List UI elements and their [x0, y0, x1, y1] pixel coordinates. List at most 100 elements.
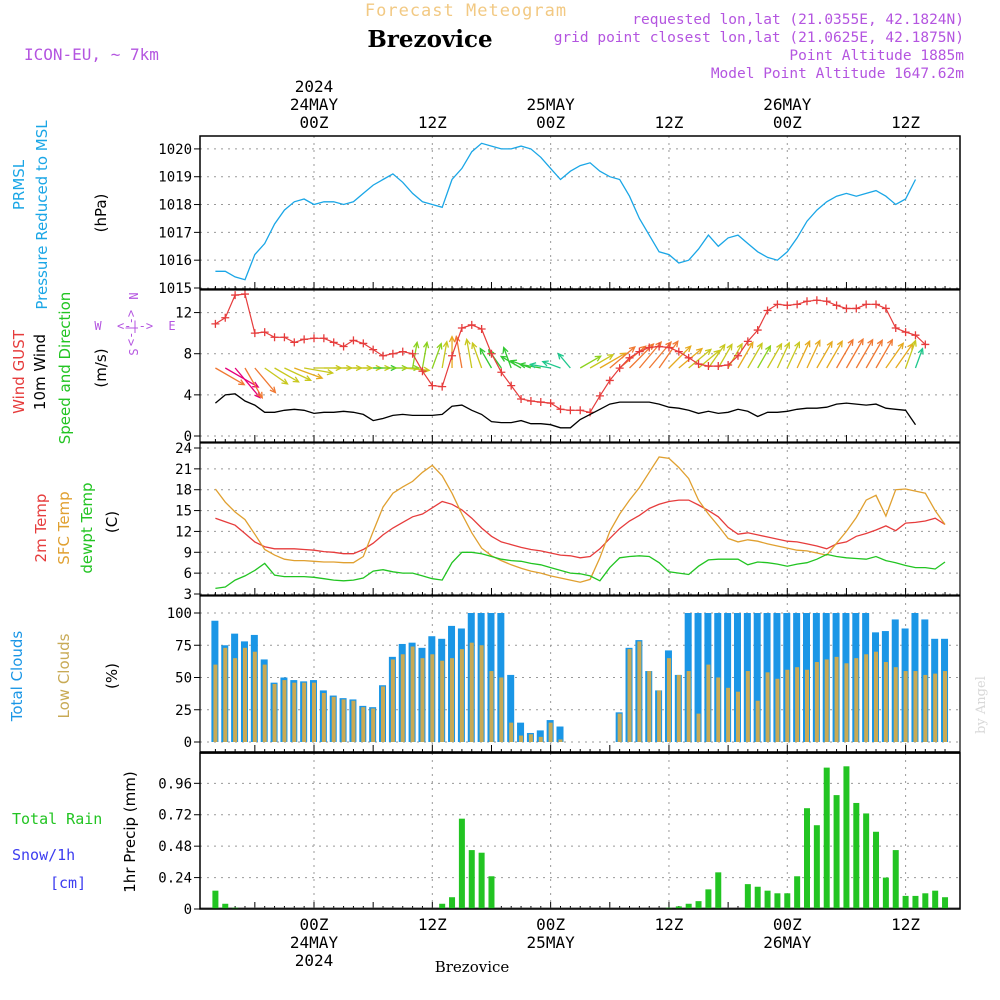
- rain-bar: [439, 903, 446, 909]
- top-date-label: 25MAY: [527, 95, 576, 114]
- ytick-label: 24: [175, 441, 192, 457]
- low-cloud-bar: [854, 658, 859, 742]
- wind-arrow-head: [292, 376, 300, 383]
- wind-arrow: [688, 348, 713, 369]
- low-cloud-bar: [233, 658, 238, 742]
- ytick-label: 1019: [158, 170, 192, 186]
- wind-arrow-head: [695, 347, 704, 355]
- wind-arrow-head: [765, 344, 772, 353]
- ytick-label: 25: [175, 703, 192, 719]
- compass-n: N: [127, 292, 141, 299]
- gust-marker: [605, 376, 614, 385]
- ytick-label: 100: [167, 606, 192, 622]
- wind-arrow: [421, 340, 430, 369]
- wind-arrow-head: [607, 353, 615, 361]
- gridpoint-coords: grid point closest lon,lat (21.0625E, 42…: [554, 30, 964, 46]
- location-title: Brezovice: [367, 26, 492, 53]
- gust-marker: [921, 340, 930, 349]
- top-year-label: 2024: [295, 77, 334, 96]
- low-cloud-bar: [489, 671, 494, 742]
- ytick-label: 9: [184, 545, 192, 561]
- wind-arrow-shaft: [855, 339, 874, 369]
- gust-marker: [724, 361, 733, 370]
- bottom-hour-label: 00Z: [773, 915, 802, 934]
- wind-arrow: [234, 367, 261, 399]
- requested-coords: requested lon,lat (21.0355E, 42.1824N): [632, 12, 964, 28]
- gust-marker: [615, 364, 624, 373]
- low-cloud-bar: [538, 736, 543, 742]
- wind-arrow: [479, 347, 493, 369]
- low-cloud-bar: [755, 700, 760, 742]
- ytick-label: 1015: [158, 281, 192, 297]
- wind-arrow-head: [436, 342, 443, 350]
- gust-marker: [852, 304, 861, 313]
- wind-arrow-head: [304, 375, 313, 381]
- low-cloud-bar: [351, 700, 356, 742]
- rain-bar: [754, 886, 761, 909]
- low-cloud-bar: [735, 691, 740, 742]
- gust-marker: [793, 300, 802, 309]
- rain-bar: [902, 895, 909, 909]
- rain-bar: [212, 890, 219, 909]
- gust-marker: [280, 333, 289, 342]
- rain-bar: [922, 893, 929, 909]
- wind-arrow-head: [672, 340, 679, 348]
- wind-arrow: [589, 353, 615, 369]
- wind-arrow: [747, 342, 763, 369]
- rain-bar: [458, 818, 465, 909]
- gust-marker: [221, 313, 230, 322]
- low-cloud-bar: [519, 735, 524, 742]
- rain-bar: [882, 877, 889, 909]
- low-cloud-bar: [361, 707, 366, 742]
- low-cloud-bar: [548, 722, 553, 742]
- bottom-hour-label: 12Z: [655, 915, 684, 934]
- gust-marker: [595, 391, 604, 400]
- low-cloud-bar: [390, 659, 395, 742]
- wind-arrow-shaft: [441, 341, 448, 369]
- bottom-hour-label: 00Z: [536, 915, 565, 934]
- gust-marker: [891, 324, 900, 332]
- gust-marker: [517, 394, 526, 403]
- wind-arrow: [244, 367, 263, 400]
- snow-unit: [cm]: [50, 874, 86, 892]
- gust-marker: [635, 347, 644, 356]
- total-cloud-bar: [556, 726, 564, 742]
- ytick-label: 0.72: [158, 808, 192, 824]
- pressure-label1: PRMSL: [10, 159, 28, 210]
- low-cloud-bar: [775, 678, 780, 742]
- rain-bar: [853, 802, 860, 909]
- wind-arrow-shaft: [215, 367, 245, 386]
- low-cloud-bar: [637, 641, 642, 742]
- wind-arrow-shaft: [816, 341, 833, 369]
- wind-arrow: [914, 347, 924, 369]
- rain-bar: [695, 901, 702, 909]
- gust-marker: [507, 381, 516, 390]
- low-cloud-bar: [657, 690, 662, 742]
- gust-marker: [359, 339, 368, 348]
- gust-marker: [329, 338, 338, 347]
- wind-arrow-head: [326, 368, 335, 376]
- gust-marker: [398, 347, 407, 356]
- gust-marker: [872, 300, 881, 309]
- low-cloud-bar: [726, 687, 731, 742]
- top-hour-label: 00Z: [536, 113, 565, 132]
- wind-arrow-head: [454, 335, 461, 343]
- rain-bar: [488, 876, 495, 909]
- low-cloud-bar: [805, 669, 809, 742]
- wind-arrow-head: [541, 360, 549, 367]
- ytick-label: 3: [184, 587, 192, 603]
- compass-e: E: [168, 319, 175, 333]
- wind-arrow-head: [747, 341, 754, 349]
- rain-bar: [932, 890, 939, 909]
- wind-arrow-shaft: [431, 343, 442, 369]
- wind-arrow: [528, 362, 551, 369]
- temp-label3: dewpt Temp: [78, 482, 96, 573]
- ytick-label: 50: [175, 671, 192, 687]
- wind-arrow-shaft: [503, 347, 512, 369]
- wind-arrow-head: [719, 343, 726, 351]
- low-cloud-bar: [617, 713, 622, 742]
- wind-arrow-shaft: [274, 367, 299, 383]
- wind-arrow: [502, 346, 512, 369]
- wind-arrow-head: [238, 379, 246, 386]
